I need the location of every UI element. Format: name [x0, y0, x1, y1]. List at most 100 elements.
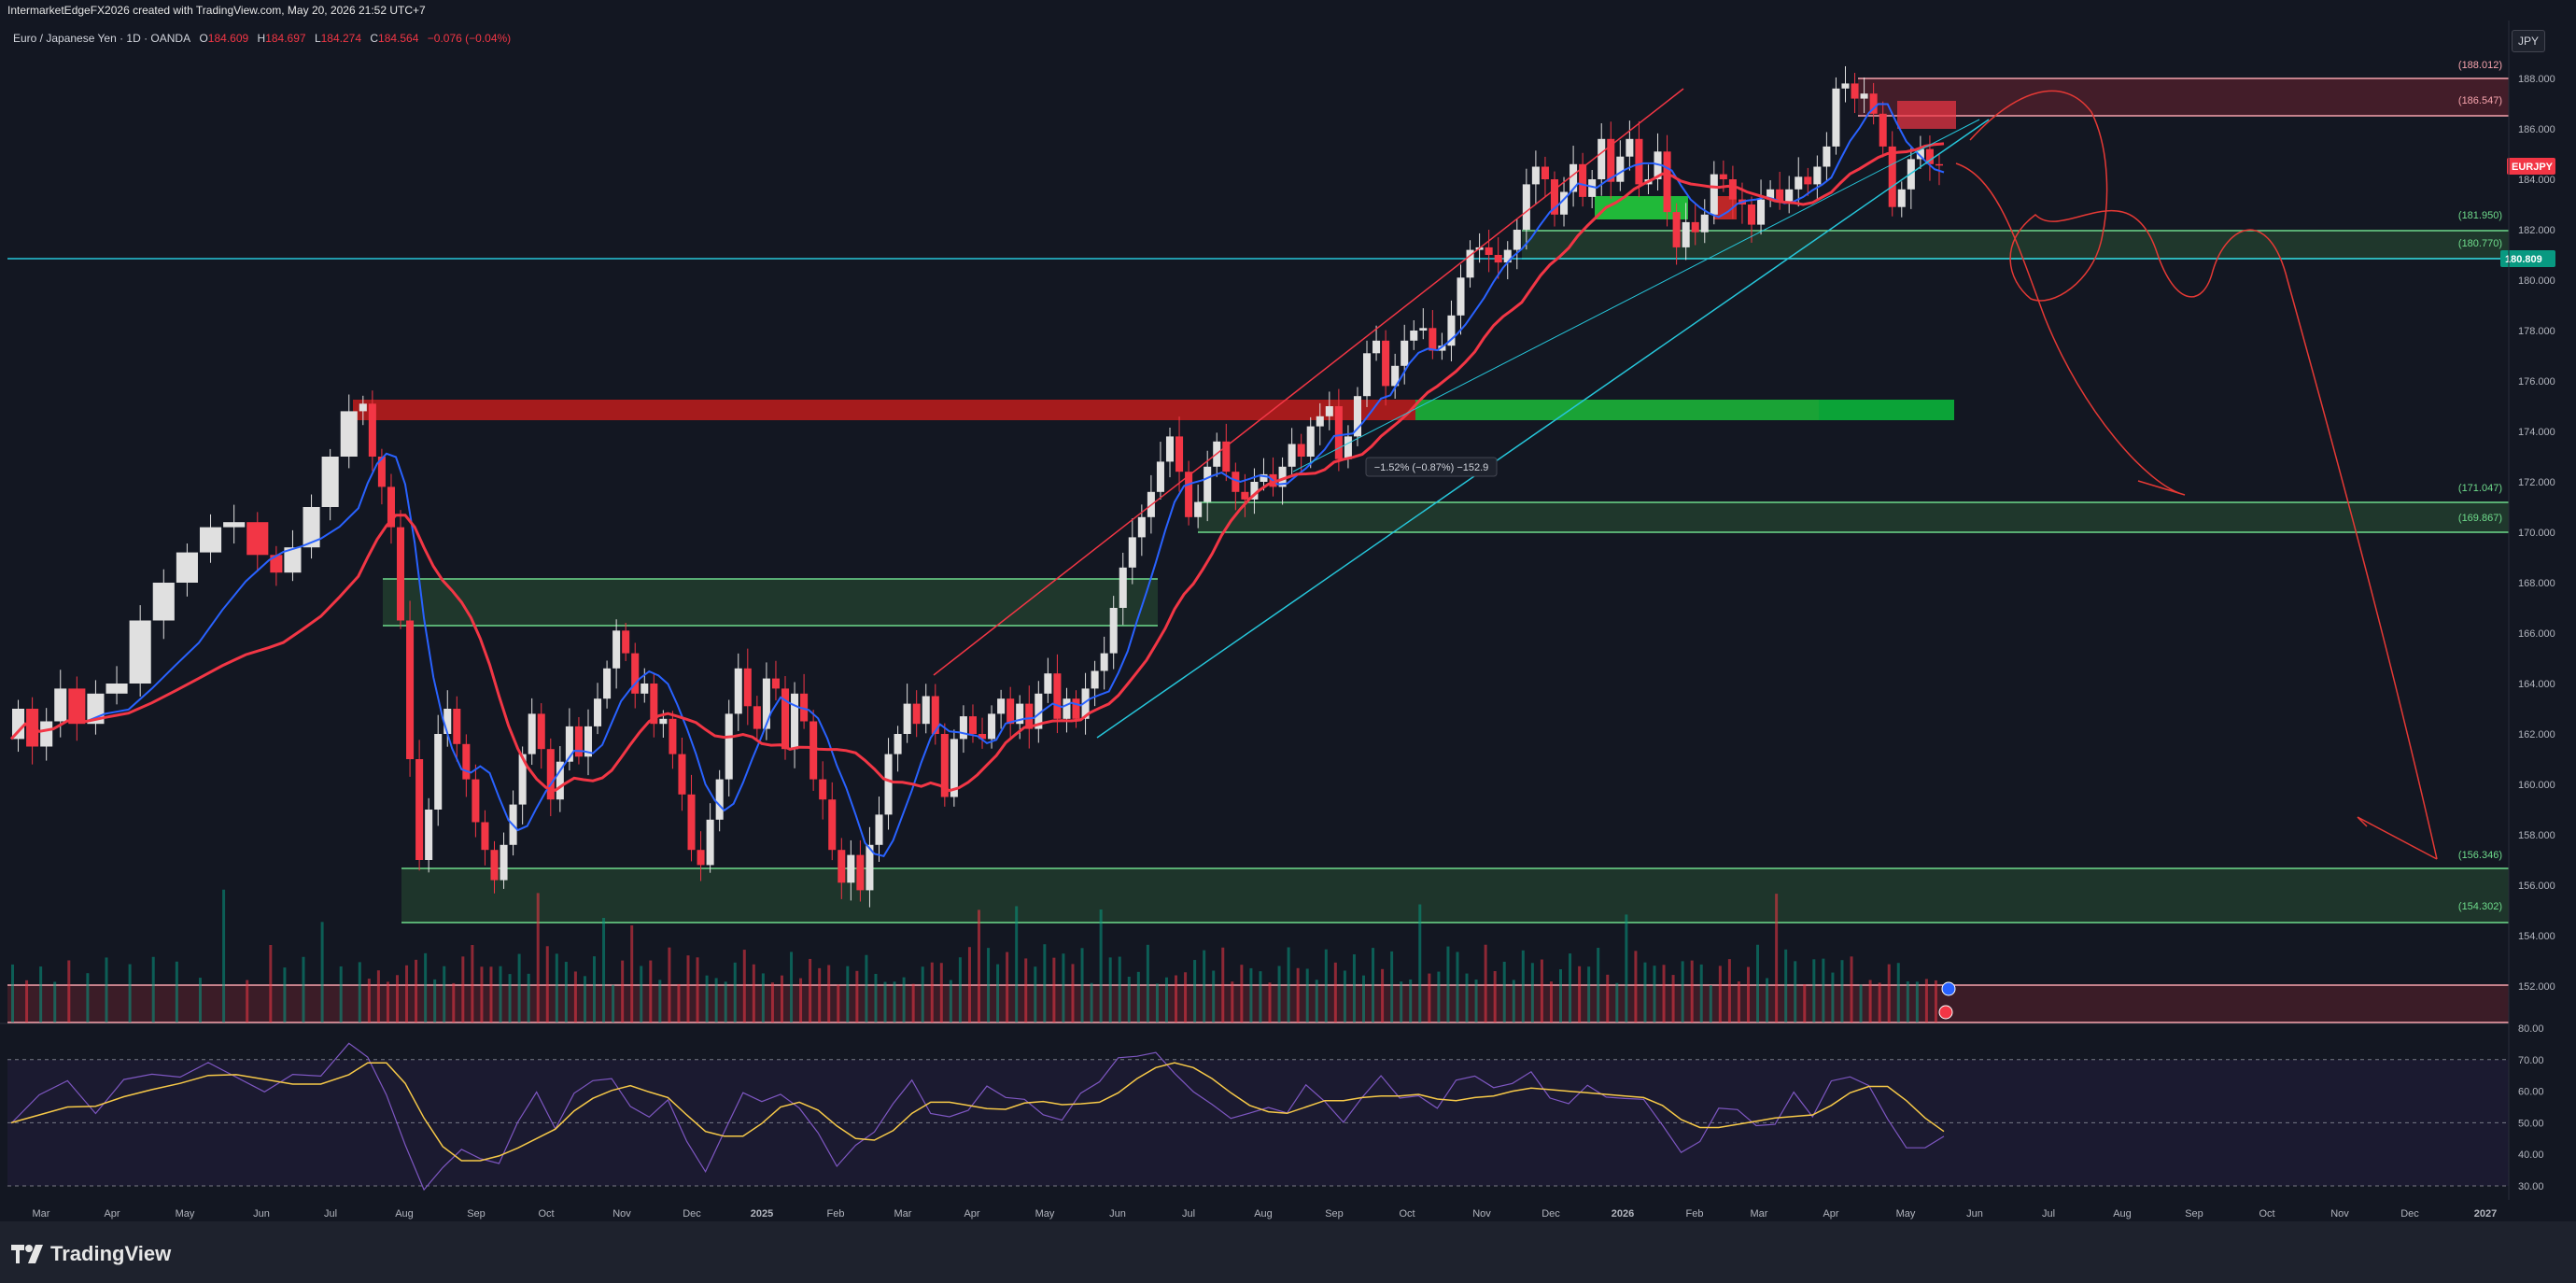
- candle-body: [1841, 83, 1850, 89]
- volume-bar: [1418, 904, 1422, 1022]
- time-tick: May: [1035, 1208, 1055, 1220]
- volume-zone: [7, 985, 2509, 1022]
- symbol-name[interactable]: Euro / Japanese Yen · 1D · OANDA: [13, 32, 191, 45]
- volume-bar: [424, 952, 428, 1022]
- time-tick: Nov: [1472, 1208, 1491, 1220]
- volume-bar: [1868, 980, 1872, 1022]
- volume-bar: [1709, 984, 1712, 1022]
- volume-bar: [302, 956, 305, 1022]
- candle-body: [931, 696, 939, 734]
- demand-zone-181: [1522, 231, 2509, 259]
- candle-body: [612, 630, 621, 669]
- event-marker-red: [1938, 1005, 1953, 1020]
- candle-body: [1916, 148, 1924, 160]
- price-chart[interactable]: (188.012) (186.547) (181.950) (180.770) (171…: [0, 0, 2576, 1221]
- candle-body: [847, 854, 855, 883]
- time-tick: Sep: [2185, 1208, 2203, 1220]
- candle-body: [303, 507, 320, 548]
- volume-bar: [1090, 982, 1093, 1022]
- volume-bar: [1259, 971, 1262, 1022]
- candle-body: [1785, 189, 1794, 203]
- volume-bar: [640, 966, 643, 1022]
- candle-body: [518, 754, 527, 805]
- time-tick: 2027: [2474, 1208, 2497, 1220]
- ma-slow-line: [9, 142, 1945, 793]
- rsi-pane: [7, 1042, 2509, 1191]
- price-tick: 172.000: [2518, 477, 2555, 488]
- volume-bar: [517, 953, 521, 1022]
- volume-bar: [770, 982, 774, 1022]
- price-tick: 168.000: [2518, 578, 2555, 589]
- volume-bar: [1333, 962, 1337, 1022]
- candle-body: [1503, 249, 1512, 263]
- close-label: C: [370, 32, 379, 45]
- time-tick: Aug: [2113, 1208, 2132, 1220]
- volume-bar: [621, 960, 625, 1022]
- zone-label: (181.950): [2458, 210, 2502, 221]
- last-price-tag-bg: [2507, 158, 2555, 175]
- volume-bar: [1831, 972, 1835, 1022]
- volume-bar: [1372, 948, 1375, 1022]
- volume-bar: [1474, 980, 1478, 1022]
- candle-body: [1616, 156, 1625, 182]
- volume-bar: [799, 978, 803, 1022]
- candle-body: [1935, 163, 1943, 166]
- candle-body: [223, 522, 246, 528]
- candle-body: [828, 799, 837, 851]
- candle-body: [1728, 179, 1737, 200]
- price-tick: 156.000: [2518, 881, 2555, 892]
- candle-body: [1804, 176, 1812, 185]
- candle-body: [443, 709, 452, 734]
- volume-bar: [893, 981, 896, 1022]
- volume-bar: [471, 945, 474, 1022]
- volume-bar: [499, 966, 502, 1022]
- candle-body: [819, 779, 827, 800]
- volume-bar: [222, 889, 226, 1022]
- volume-bar: [780, 975, 783, 1022]
- volume-bar: [733, 962, 737, 1022]
- candle-body: [1165, 436, 1175, 462]
- open-label: O: [199, 32, 208, 45]
- symbol-legend[interactable]: Euro / Japanese Yen · 1D · OANDA O184.60…: [13, 32, 516, 45]
- volume-bar: [1615, 982, 1619, 1022]
- time-tick: Dec: [1541, 1208, 1560, 1220]
- supply-demand-zones: [7, 78, 2509, 1023]
- candle-body: [1757, 199, 1766, 225]
- volume-bar: [1352, 954, 1356, 1022]
- volume-bar: [67, 960, 71, 1022]
- volume-bar: [564, 962, 568, 1022]
- volume-bar: [1569, 953, 1572, 1022]
- projection-branch: [1955, 162, 2186, 496]
- currency-button[interactable]: JPY: [2512, 30, 2545, 52]
- candle-body: [1550, 179, 1559, 215]
- candle-body: [959, 716, 967, 740]
- zone-label: (171.047): [2458, 483, 2502, 494]
- volume-bar: [1859, 984, 1863, 1022]
- high-label: H: [257, 32, 266, 45]
- demand-zone-156: [401, 868, 2509, 923]
- volume-bar: [1409, 979, 1413, 1022]
- volume-bar: [367, 979, 371, 1022]
- volume-bar: [1906, 980, 1909, 1022]
- time-tick: Aug: [395, 1208, 414, 1220]
- volume-bar: [939, 963, 943, 1022]
- volume-bar: [555, 953, 558, 1022]
- candle-body: [321, 457, 339, 507]
- candle-body: [1888, 146, 1896, 207]
- candle-body: [368, 403, 376, 457]
- candle-body: [997, 698, 1006, 714]
- volume-bar: [1512, 980, 1515, 1022]
- time-tick: Feb: [1686, 1208, 1704, 1220]
- volume-bar: [1268, 982, 1272, 1022]
- candle-body: [1907, 159, 1915, 190]
- volume-bar: [1249, 967, 1253, 1022]
- volume-bar: [1315, 980, 1318, 1022]
- time-tick: Dec: [2400, 1208, 2419, 1220]
- tradingview-logo[interactable]: TradingView: [11, 1242, 171, 1266]
- candle-body: [1541, 166, 1549, 179]
- price-tick: 154.000: [2518, 931, 2555, 942]
- candle-body: [978, 734, 987, 740]
- volume-bar: [1634, 951, 1638, 1022]
- ma-fast-line: [10, 103, 1945, 858]
- candle-body: [1081, 688, 1090, 719]
